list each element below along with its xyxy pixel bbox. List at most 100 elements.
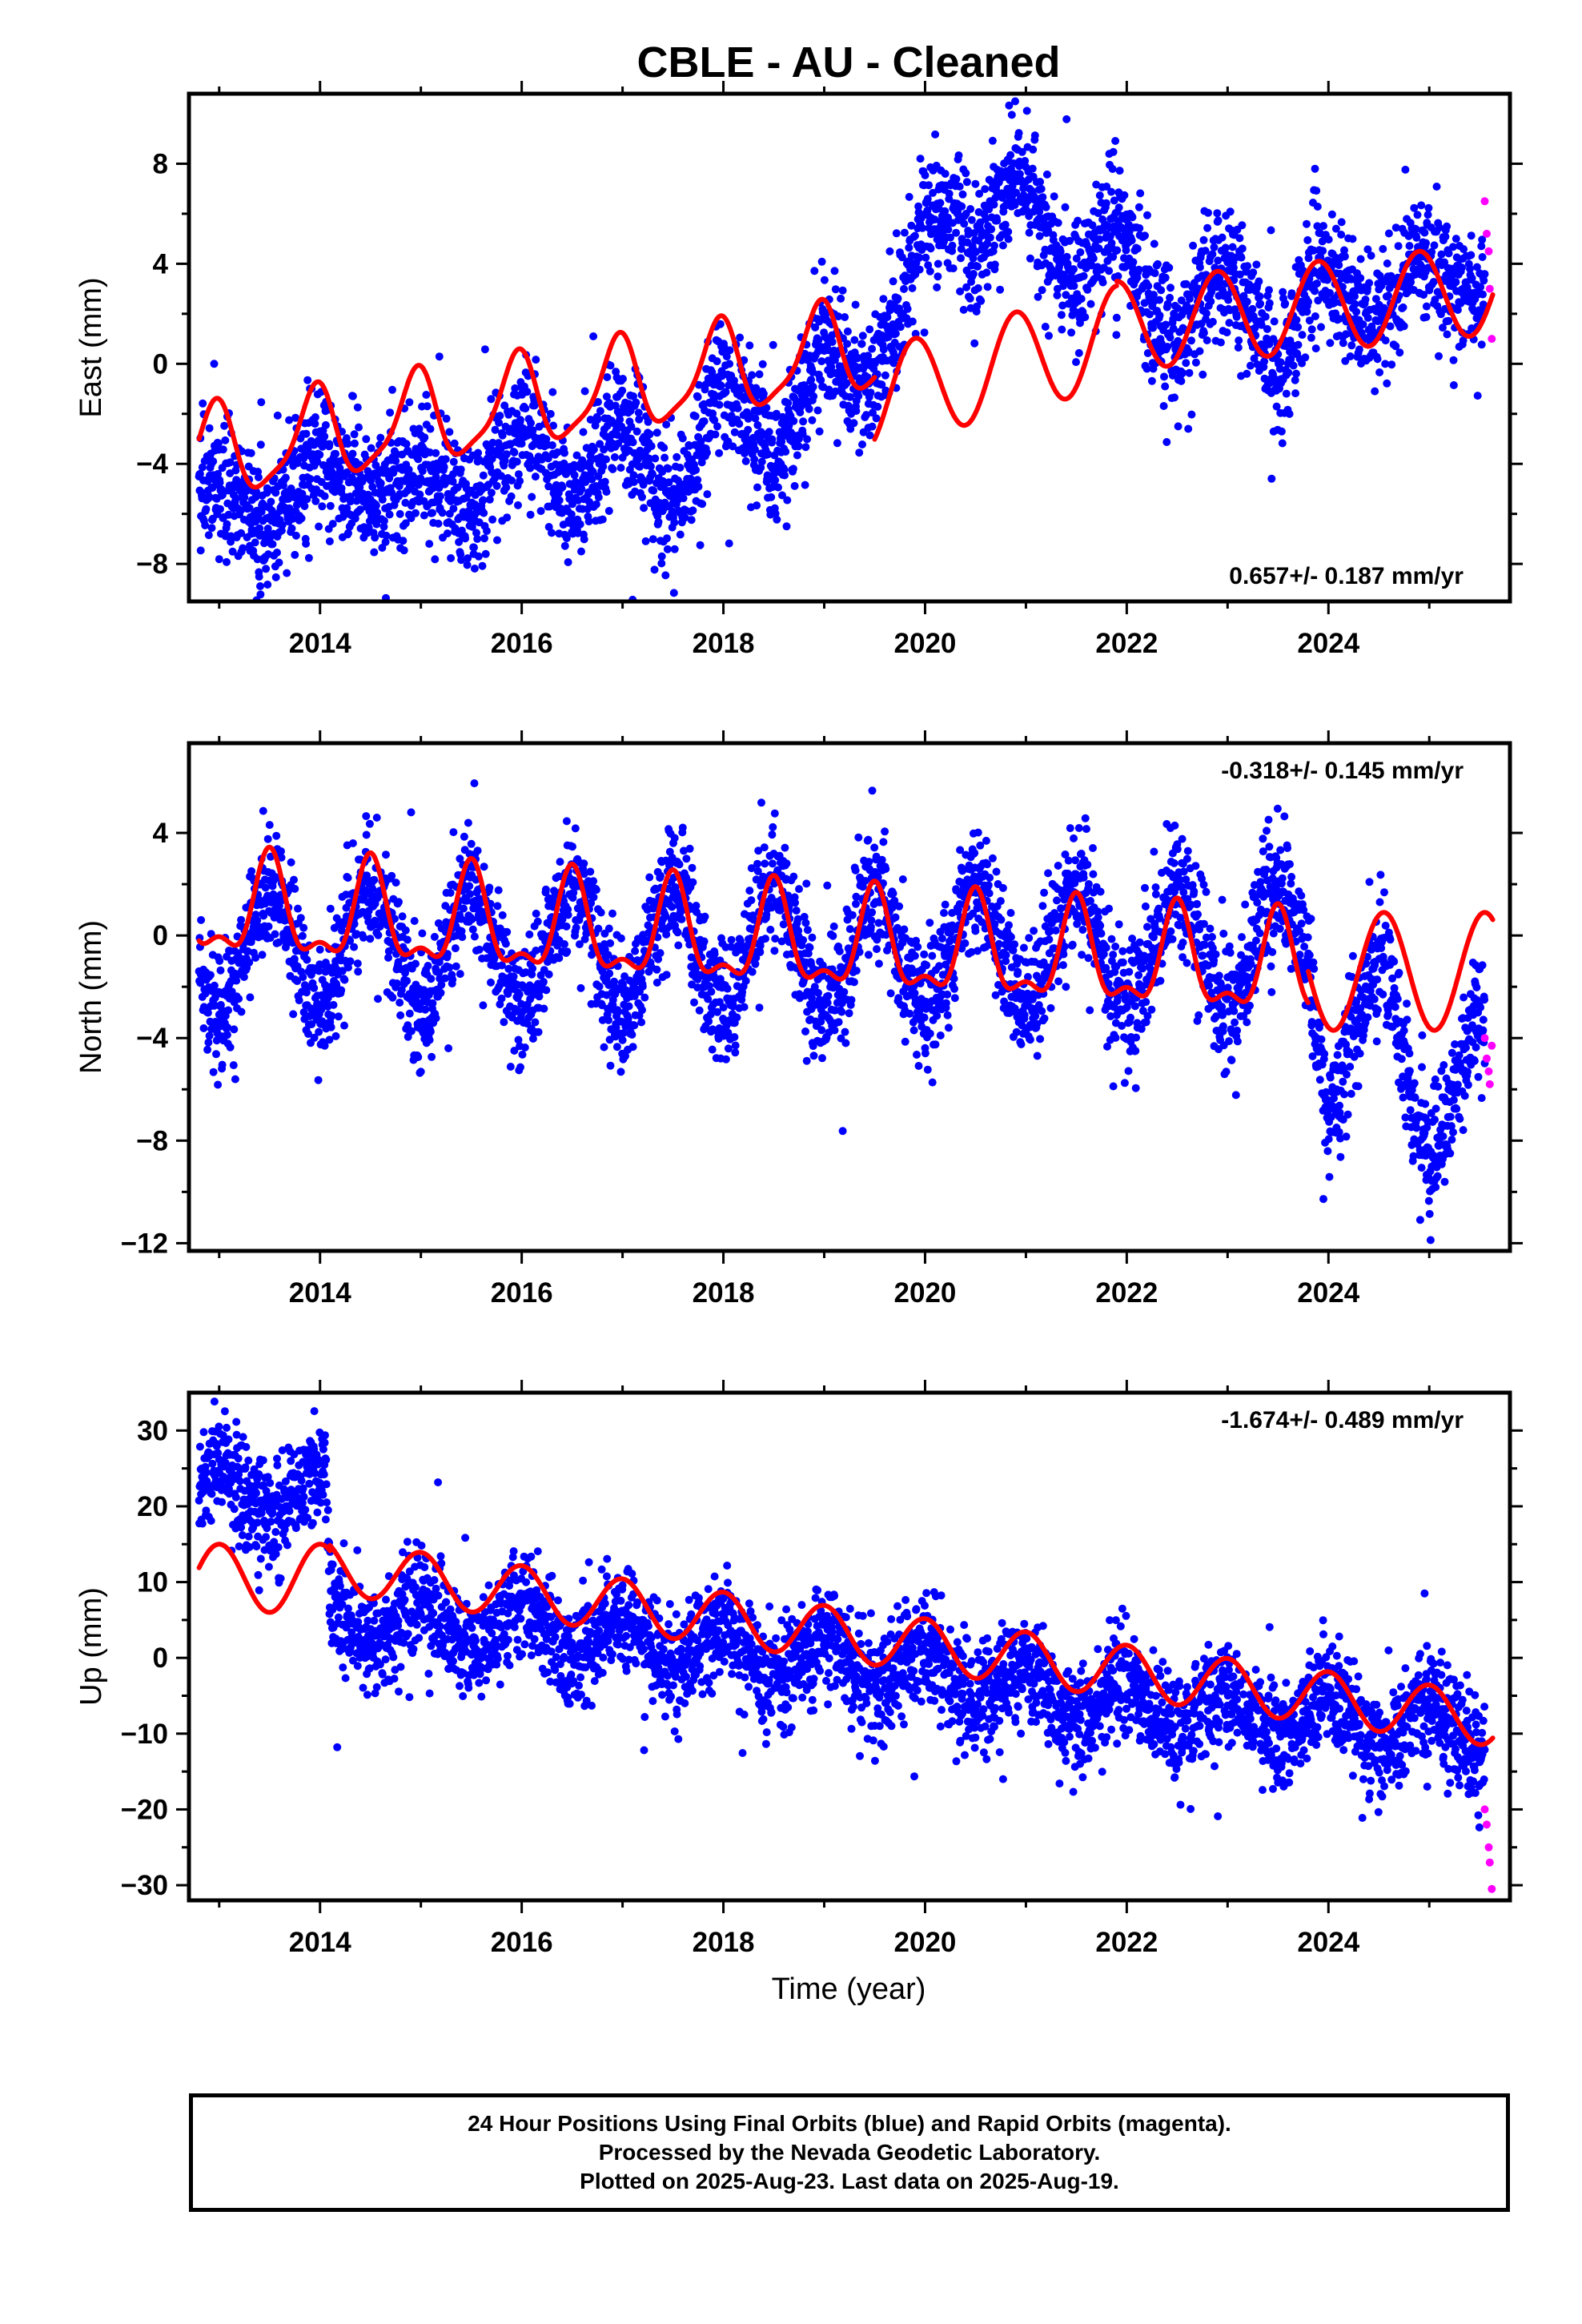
final-orbit-point bbox=[883, 313, 892, 321]
final-orbit-point bbox=[774, 483, 782, 492]
final-orbit-point bbox=[500, 456, 509, 465]
final-orbit-point bbox=[548, 441, 556, 449]
final-orbit-point bbox=[468, 925, 477, 934]
final-orbit-point bbox=[753, 483, 761, 492]
final-orbit-point bbox=[1449, 356, 1458, 364]
final-orbit-point bbox=[596, 908, 605, 917]
final-orbit-point bbox=[1287, 289, 1296, 298]
final-orbit-point bbox=[563, 947, 572, 956]
final-orbit-point bbox=[1195, 263, 1204, 271]
final-orbit-point bbox=[771, 476, 780, 485]
final-orbit-point bbox=[1340, 252, 1349, 261]
final-orbit-point bbox=[1291, 376, 1299, 384]
final-orbit-point bbox=[638, 982, 647, 991]
final-orbit-point bbox=[500, 1018, 508, 1027]
final-orbit-point bbox=[479, 496, 488, 505]
final-orbit-point bbox=[401, 926, 410, 935]
final-orbit-point bbox=[767, 493, 776, 501]
final-orbit-point bbox=[215, 478, 224, 487]
final-orbit-point bbox=[1225, 319, 1234, 328]
final-orbit-point bbox=[448, 477, 457, 486]
final-orbit-point bbox=[1203, 336, 1211, 344]
final-orbit-point bbox=[689, 506, 697, 515]
final-orbit-point bbox=[1098, 278, 1107, 287]
final-orbit-point bbox=[1365, 279, 1374, 287]
final-orbit-point bbox=[1250, 354, 1259, 363]
final-orbit-point bbox=[665, 478, 673, 487]
final-orbit-point bbox=[1337, 218, 1346, 227]
final-orbit-point bbox=[970, 229, 978, 238]
final-orbit-point bbox=[310, 983, 319, 992]
final-orbit-point bbox=[416, 490, 424, 499]
final-orbit-point bbox=[364, 523, 373, 532]
final-orbit-point bbox=[223, 520, 231, 529]
final-orbit-point bbox=[497, 472, 505, 480]
final-orbit-point bbox=[842, 379, 851, 388]
final-orbit-point bbox=[941, 170, 950, 178]
final-orbit-point bbox=[676, 464, 685, 472]
final-orbit-point bbox=[405, 1009, 414, 1018]
final-orbit-point bbox=[296, 914, 305, 923]
final-orbit-point bbox=[784, 399, 793, 408]
final-orbit-point bbox=[294, 904, 302, 913]
final-orbit-point bbox=[318, 502, 327, 511]
final-orbit-point bbox=[277, 847, 285, 855]
final-orbit-point bbox=[202, 505, 211, 513]
final-orbit-point bbox=[362, 812, 371, 821]
final-orbit-point bbox=[716, 320, 725, 328]
final-orbit-point bbox=[502, 483, 511, 492]
final-orbit-point bbox=[1311, 344, 1320, 353]
final-orbit-point bbox=[744, 425, 753, 434]
final-orbit-point bbox=[485, 883, 494, 892]
final-orbit-point bbox=[753, 501, 761, 510]
final-orbit-point bbox=[474, 552, 483, 561]
final-orbit-point bbox=[285, 416, 294, 424]
final-orbit-point bbox=[885, 247, 894, 255]
final-orbit-point bbox=[1050, 192, 1058, 201]
final-orbit-point bbox=[412, 959, 420, 968]
final-orbit-point bbox=[588, 475, 596, 484]
final-orbit-point bbox=[830, 267, 839, 275]
final-orbit-point bbox=[1391, 223, 1400, 232]
final-orbit-point bbox=[344, 529, 352, 537]
final-orbit-point bbox=[402, 440, 411, 448]
final-orbit-point bbox=[443, 950, 452, 959]
final-orbit-point bbox=[1214, 256, 1223, 265]
final-orbit-point bbox=[1202, 309, 1211, 318]
final-orbit-point bbox=[1095, 191, 1104, 199]
final-orbit-point bbox=[438, 509, 447, 517]
final-orbit-point bbox=[259, 911, 268, 920]
final-orbit-point bbox=[900, 228, 909, 237]
final-orbit-point bbox=[502, 450, 511, 459]
final-orbit-point bbox=[782, 522, 791, 531]
final-orbit-point bbox=[1086, 300, 1095, 308]
final-orbit-point bbox=[845, 392, 854, 401]
final-orbit-point bbox=[251, 538, 259, 547]
final-orbit-point bbox=[298, 931, 307, 940]
final-orbit-point bbox=[203, 1045, 212, 1054]
final-orbit-point bbox=[291, 550, 299, 559]
final-orbit-point bbox=[604, 1015, 612, 1024]
final-orbit-point bbox=[1045, 332, 1053, 340]
final-orbit-point bbox=[969, 254, 978, 263]
final-orbit-point bbox=[526, 510, 535, 519]
final-orbit-point bbox=[589, 445, 598, 454]
final-orbit-point bbox=[1356, 274, 1365, 283]
final-orbit-point bbox=[210, 360, 219, 368]
final-orbit-point bbox=[338, 927, 346, 935]
final-orbit-point bbox=[1287, 355, 1295, 364]
final-orbit-point bbox=[1109, 252, 1118, 261]
final-orbit-point bbox=[371, 533, 379, 542]
final-orbit-point bbox=[346, 957, 355, 966]
final-orbit-point bbox=[481, 549, 490, 558]
final-orbit-point bbox=[326, 904, 335, 913]
final-orbit-point bbox=[924, 261, 933, 270]
final-orbit-point bbox=[1226, 207, 1235, 216]
final-orbit-point bbox=[679, 494, 688, 503]
final-orbit-point bbox=[858, 332, 867, 340]
final-orbit-point bbox=[600, 477, 609, 486]
final-orbit-point bbox=[436, 988, 445, 997]
final-orbit-point bbox=[833, 439, 841, 448]
final-orbit-point bbox=[1062, 115, 1071, 123]
